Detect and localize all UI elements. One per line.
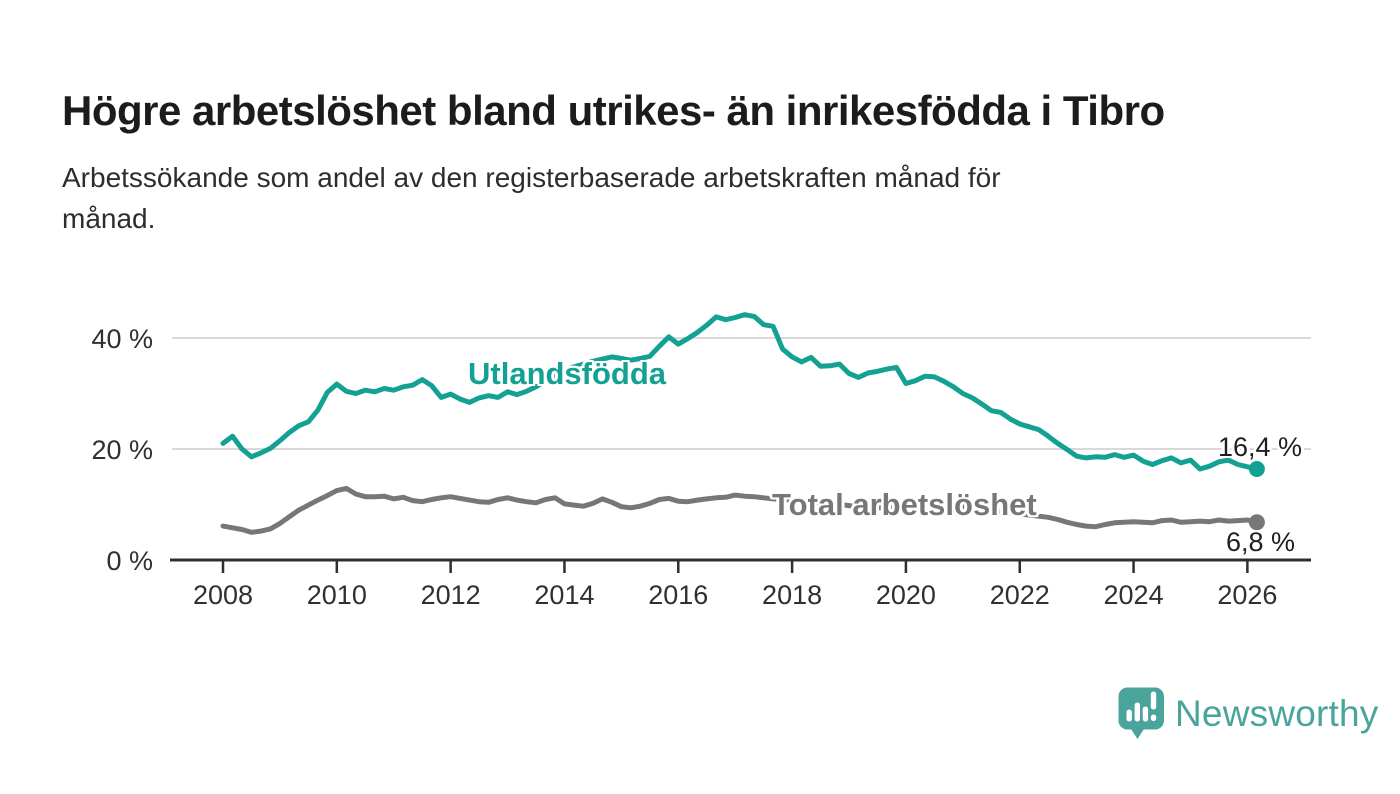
- chart-subtitle-line-1: Arbetssökande som andel av den registerb…: [62, 162, 1001, 193]
- page-title: Högre arbetslöshet bland utrikes- än inr…: [62, 87, 1165, 135]
- x-axis-tick-label: 2024: [1104, 580, 1164, 610]
- y-axis-tick-label: 0 %: [106, 546, 153, 576]
- x-axis-tick-label: 2026: [1217, 580, 1277, 610]
- y-axis-tick-label: 20 %: [91, 435, 153, 465]
- x-axis-tick-label: 2018: [762, 580, 822, 610]
- end-dot-utlandsfodda: [1248, 460, 1265, 477]
- end-dot-total: [1248, 514, 1265, 531]
- x-axis-tick-label: 2014: [534, 580, 594, 610]
- x-axis-tick-label: 2016: [648, 580, 708, 610]
- newsworthy-logo-icon: [1118, 687, 1164, 739]
- chart-subtitle: Arbetssökande som andel av den registerb…: [62, 157, 1302, 239]
- end-value-label-utlandsfodda: 16,4 %: [1218, 432, 1303, 462]
- newsworthy-logo: Newsworthy: [1118, 687, 1379, 741]
- end-value-label-total: 6,8 %: [1226, 527, 1296, 557]
- newsworthy-logo-text: Newsworthy: [1175, 693, 1379, 734]
- chart-subtitle-line-2: månad.: [62, 203, 156, 234]
- x-axis-tick-label: 2022: [990, 580, 1050, 610]
- y-axis-tick-label: 40 %: [91, 324, 153, 354]
- series-label-utlandsfodda: Utlandsfödda: [468, 356, 667, 391]
- x-axis-tick-label: 2008: [193, 580, 253, 610]
- series-label-total-arbetsloshet: Total arbetslöshet: [772, 487, 1037, 522]
- data-line-utlandsfodda: [220, 312, 1260, 472]
- data-line-total: [220, 485, 1260, 535]
- x-axis-tick-label: 2020: [876, 580, 936, 610]
- x-axis-tick-label: 2010: [307, 580, 367, 610]
- x-axis-tick-label: 2012: [421, 580, 481, 610]
